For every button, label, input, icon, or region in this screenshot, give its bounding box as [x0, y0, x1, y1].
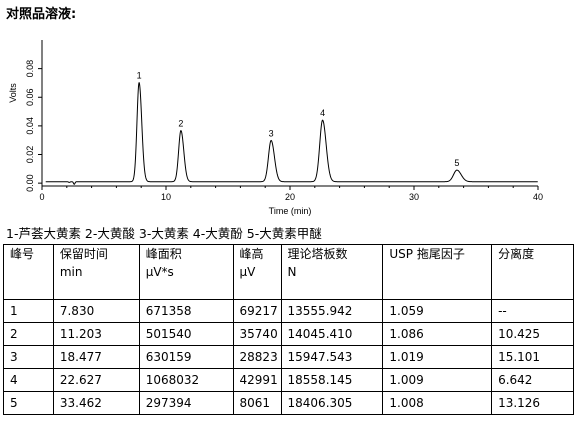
cell-peak-area: 630159: [138, 345, 234, 369]
unit-usp-tailing: [382, 263, 493, 283]
cell-plate-count: 13555.942: [280, 299, 384, 323]
unit-peak-height: μV: [232, 263, 282, 283]
peak-label: 4: [320, 108, 325, 118]
cell-peak-height: 8061: [232, 391, 282, 415]
header-spacer-cell: [52, 283, 140, 300]
header-spacer-cell: [491, 283, 574, 300]
x-axis-title: Time (min): [269, 206, 312, 216]
page-heading: 对照品溶液:: [6, 7, 77, 22]
cell-peak-no: 4: [3, 368, 54, 392]
cell-peak-height: 69217: [232, 299, 282, 323]
chromatogram-chart: 0 10 20 30 40 0.00 0.02 0.04 0.06 0.08 Time (min) V…: [8, 40, 543, 216]
cell-peak-no: 5: [3, 391, 54, 415]
x-tick-label: 10: [161, 192, 171, 202]
x-tick-label: 20: [285, 192, 295, 202]
header-plate-count: 理论塔板数: [280, 244, 384, 263]
y-tick-label: 0.00: [25, 174, 35, 192]
cell-resolution: 10.425: [491, 322, 574, 346]
x-tick-label: 0: [39, 192, 44, 202]
cell-plate-count: 18558.145: [280, 368, 384, 392]
cell-peak-area: 501540: [138, 322, 234, 346]
peak-label: 1: [137, 71, 142, 81]
cell-resolution: 15.101: [491, 345, 574, 369]
header-spacer-cell: [3, 283, 54, 300]
cell-plate-count: 15947.543: [280, 345, 384, 369]
unit-peak-area: μV*s: [138, 263, 234, 283]
cell-usp-tailing: 1.086: [382, 322, 493, 346]
cell-peak-height: 28823: [232, 345, 282, 369]
table-row: 2 11.203 501540 35740 14045.410 1.086 10…: [3, 322, 574, 346]
cell-peak-no: 3: [3, 345, 54, 369]
cell-peak-area: 671358: [138, 299, 234, 323]
table-row: 1 7.830 671358 69217 13555.942 1.059 --: [3, 299, 574, 323]
cell-resolution: --: [491, 299, 574, 323]
table-row: 5 33.462 297394 8061 18406.305 1.008 13.…: [3, 391, 574, 415]
cell-peak-area: 1068032: [138, 368, 234, 392]
cell-plate-count: 18406.305: [280, 391, 384, 415]
header-spacer-cell: [382, 283, 493, 300]
peak-table: 峰号 保留时间 峰面积 峰高 理论塔板数 USP 拖尾因子 分离度 min μV…: [3, 244, 574, 415]
peak-label: 5: [454, 158, 459, 168]
cell-usp-tailing: 1.008: [382, 391, 493, 415]
y-axis-title: Volts: [8, 83, 18, 103]
header-spacer-cell: [138, 283, 234, 300]
cell-peak-no: 1: [3, 299, 54, 323]
cell-usp-tailing: 1.019: [382, 345, 493, 369]
header-peak-no: 峰号: [3, 244, 54, 263]
chromatogram-trace: [45, 82, 538, 185]
cell-resolution: 6.642: [491, 368, 574, 392]
header-retention-time: 保留时间: [52, 244, 140, 263]
cell-resolution: 13.126: [491, 391, 574, 415]
cell-usp-tailing: 1.009: [382, 368, 493, 392]
table-row: 3 18.477 630159 28823 15947.543 1.019 15…: [3, 345, 574, 369]
cell-retention-time: 18.477: [52, 345, 140, 369]
unit-resolution: [491, 263, 574, 283]
peak-label: 3: [269, 128, 274, 138]
peak-label: 2: [178, 119, 183, 129]
y-tick-label: 0.02: [25, 146, 35, 164]
cell-peak-no: 2: [3, 322, 54, 346]
x-tick-label: 40: [533, 192, 543, 202]
cell-peak-area: 297394: [138, 391, 234, 415]
header-peak-height: 峰高: [232, 244, 282, 263]
cell-retention-time: 11.203: [52, 322, 140, 346]
header-peak-area: 峰面积: [138, 244, 234, 263]
cell-retention-time: 7.830: [52, 299, 140, 323]
unit-peak-no: [3, 263, 54, 283]
cell-usp-tailing: 1.059: [382, 299, 493, 323]
cell-peak-height: 35740: [232, 322, 282, 346]
y-tick-label: 0.08: [25, 60, 35, 78]
cell-retention-time: 22.627: [52, 368, 140, 392]
unit-retention-time: min: [52, 263, 140, 283]
unit-plate-count: N: [280, 263, 384, 283]
header-spacer-cell: [280, 283, 384, 300]
header-usp-tailing: USP 拖尾因子: [382, 244, 493, 263]
y-tick-label: 0.06: [25, 88, 35, 106]
cell-plate-count: 14045.410: [280, 322, 384, 346]
table-row: 4 22.627 1068032 42991 18558.145 1.009 6…: [3, 368, 574, 392]
x-tick-label: 30: [409, 192, 419, 202]
header-resolution: 分离度: [491, 244, 574, 263]
y-tick-label: 0.04: [25, 117, 35, 135]
cell-peak-height: 42991: [232, 368, 282, 392]
header-spacer-cell: [232, 283, 282, 300]
cell-retention-time: 33.462: [52, 391, 140, 415]
peak-legend: 1-芦荟大黄素 2-大黄酸 3-大黄素 4-大黄酚 5-大黄素甲醚: [6, 226, 322, 241]
